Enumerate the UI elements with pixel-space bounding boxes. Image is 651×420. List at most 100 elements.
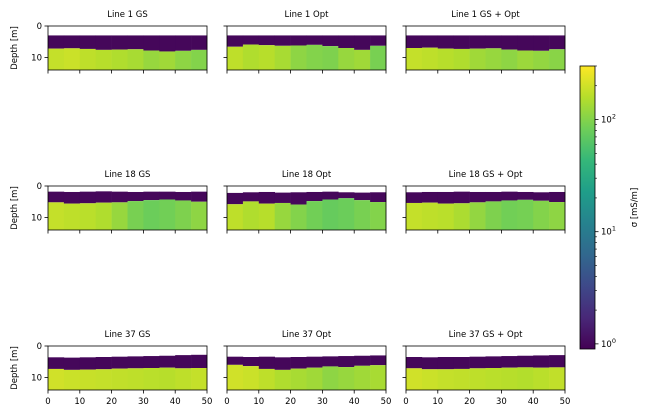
top-layer-cell [79, 357, 96, 370]
top-layer-cell [485, 356, 502, 368]
bottom-layer-cell [322, 366, 339, 390]
bottom-layer-cell [517, 367, 534, 390]
y-axis-label: Depth [m] [10, 186, 20, 230]
top-layer-cell [159, 35, 176, 52]
top-layer-cell [274, 357, 291, 370]
x-tick-label: 30 [317, 397, 328, 407]
top-layer-cell [306, 35, 323, 45]
panel-title: Line 18 GS [105, 170, 151, 180]
top-layer-cell [354, 35, 371, 50]
top-layer-cell [290, 35, 307, 46]
bottom-layer-cell [338, 198, 355, 230]
top-layer-cell [274, 192, 291, 203]
top-layer-cell [421, 191, 439, 203]
x-tick-label: 0 [403, 397, 408, 407]
top-layer-cell [127, 356, 144, 369]
bottom-layer-cell [127, 368, 144, 390]
bottom-layer-cell [79, 369, 96, 390]
top-layer-cell [322, 191, 339, 200]
top-layer-cell [242, 192, 260, 202]
top-layer-cell [63, 191, 81, 204]
bottom-layer-cell [258, 368, 275, 390]
x-tick-label: 50 [381, 397, 392, 407]
top-layer-cell [159, 355, 176, 368]
top-layer-cell [290, 357, 307, 369]
bottom-layer-cell [290, 45, 307, 70]
bottom-layer-cell [469, 368, 486, 390]
bottom-layer-cell [175, 50, 192, 70]
panel-title: Line 1 GS [107, 10, 148, 20]
top-layer-cell [322, 35, 339, 47]
panel-frame [405, 185, 566, 231]
panel-title: Line 37 GS + Opt [449, 330, 524, 340]
x-tick-label: 0 [224, 397, 229, 407]
bottom-layer-cell [95, 202, 112, 230]
bottom-layer-cell [95, 49, 112, 70]
top-layer-cell [485, 191, 502, 202]
bottom-layer-cell [517, 50, 534, 70]
panel-title: Line 18 Opt [282, 170, 332, 180]
colorbar-label: σ [mS/m] [630, 188, 640, 228]
bottom-layer-cell [370, 45, 387, 70]
top-layer-cell [501, 35, 518, 50]
top-layer-cell [227, 192, 244, 205]
y-tick-label: 0 [37, 342, 42, 352]
top-layer-cell [127, 191, 144, 202]
bottom-layer-cell [227, 364, 244, 390]
bottom-layer-cell [437, 369, 454, 390]
top-layer-cell [79, 35, 96, 49]
top-layer-cell [549, 35, 566, 50]
bottom-layer-cell [533, 200, 550, 230]
bottom-layer-cell [127, 49, 144, 70]
top-layer-cell [370, 355, 387, 366]
bottom-layer-cell [549, 367, 566, 390]
bottom-layer-cell [517, 199, 534, 230]
top-layer-cell [63, 357, 81, 370]
bottom-layer-cell [437, 203, 454, 230]
bottom-layer-cell [227, 46, 244, 70]
top-layer-cell [338, 356, 355, 368]
bottom-layer-cell [322, 199, 339, 230]
top-layer-cell [469, 356, 486, 369]
top-layer-cell [533, 35, 550, 51]
top-layer-cell [370, 192, 387, 203]
bottom-layer-cell [533, 50, 550, 70]
panel-9: Line 37 GS + Opt 0 10 20 30 40 50 [402, 330, 570, 407]
top-layer-cell [469, 191, 486, 203]
top-layer-cell [549, 191, 566, 203]
top-layer-cell [175, 191, 192, 201]
x-tick-label: 10 [432, 397, 443, 407]
top-layer-cell [370, 35, 387, 46]
bottom-layer-cell [406, 202, 423, 230]
bottom-layer-cell [63, 203, 81, 230]
top-layer-cell [191, 354, 208, 368]
bottom-layer-cell [306, 44, 323, 70]
panel-8: Line 37 Opt 0 10 20 30 40 50 [223, 330, 392, 407]
bottom-layer-cell [143, 200, 160, 230]
top-layer-cell [143, 35, 160, 51]
top-layer-cell [191, 191, 208, 202]
y-tick-label: 0 [37, 182, 42, 192]
top-layer-cell [501, 356, 518, 368]
top-layer-cell [485, 35, 502, 49]
panel-title: Line 1 Opt [285, 10, 330, 20]
top-layer-cell [437, 191, 454, 204]
bottom-layer-cell [354, 49, 371, 70]
bottom-layer-cell [338, 367, 355, 390]
top-layer-cell [306, 191, 323, 202]
bottom-layer-cell [306, 367, 323, 390]
bottom-layer-cell [370, 202, 387, 230]
bottom-layer-cell [501, 49, 518, 70]
panel-7: Line 37 GS 0 10 0 10 20 30 40 50 Depth [m] [10, 330, 212, 407]
bottom-layer-cell [354, 200, 371, 230]
top-layer-cell [111, 35, 128, 50]
top-layer-cell [175, 355, 192, 369]
bottom-layer-cell [159, 199, 176, 230]
bottom-layer-cell [501, 367, 518, 390]
panel-frame [405, 345, 566, 391]
colorbar-tick-label: 101 [601, 225, 616, 238]
bottom-layer-cell [79, 203, 96, 230]
y-axis-label: Depth [m] [10, 346, 20, 390]
y-axis-label: Depth [m] [10, 26, 20, 70]
